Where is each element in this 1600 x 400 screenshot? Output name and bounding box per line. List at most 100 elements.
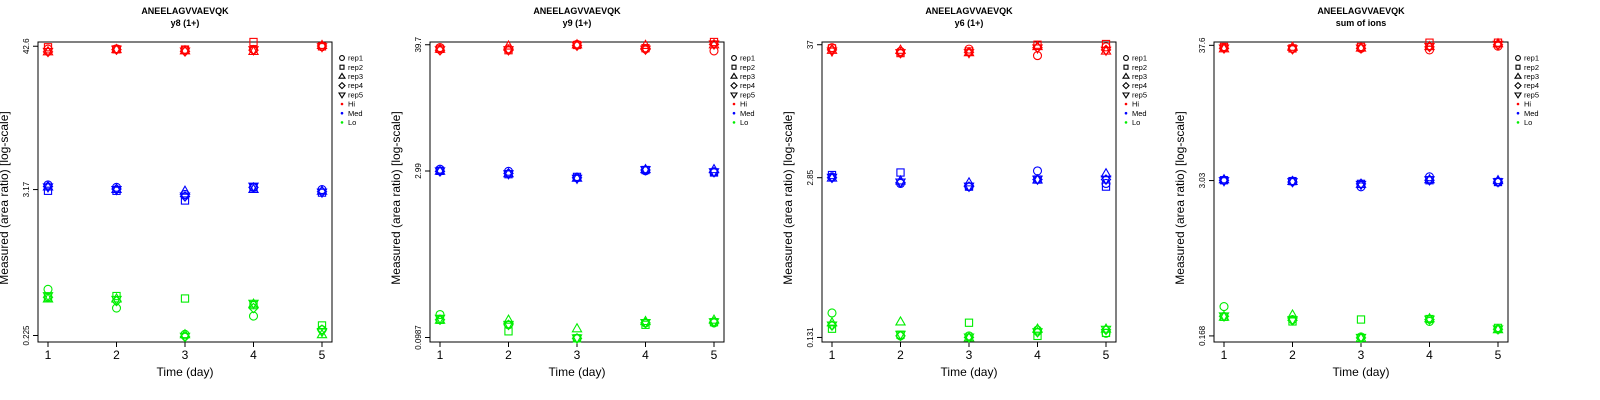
x-tick-label: 2 — [897, 348, 904, 362]
data-point — [1219, 302, 1229, 312]
data-point — [1355, 44, 1367, 55]
legend-label: Hi — [1132, 100, 1139, 109]
data-point — [1423, 315, 1436, 326]
data-point — [963, 176, 975, 187]
legend-label: Med — [740, 109, 755, 118]
legend-marker — [339, 55, 345, 61]
legend-label: rep1 — [1524, 54, 1539, 63]
legend-label: rep2 — [740, 63, 755, 72]
legend-label: Med — [348, 109, 363, 118]
x-tick-label: 4 — [250, 348, 257, 362]
legend-marker — [730, 92, 738, 99]
chart-subtitle: y9 (1+) — [563, 18, 592, 28]
data-point — [1218, 312, 1230, 323]
data-point — [571, 174, 583, 185]
legend-marker — [1515, 64, 1521, 70]
legend-marker — [1514, 81, 1522, 90]
x-tick-label: 4 — [642, 348, 649, 362]
data-point — [963, 333, 975, 344]
data-point — [43, 43, 53, 52]
data-point — [42, 292, 54, 302]
data-point — [826, 171, 838, 182]
legend-label: Lo — [348, 118, 356, 127]
legend-label: rep5 — [348, 90, 363, 99]
data-point — [1031, 173, 1044, 184]
legend-marker — [1123, 55, 1129, 61]
data-point — [1286, 178, 1299, 188]
data-point — [1100, 175, 1112, 186]
data-point — [110, 292, 123, 303]
legend-label: Lo — [1524, 118, 1532, 127]
data-point — [247, 46, 260, 56]
data-point — [316, 327, 328, 338]
x-tick-label: 5 — [319, 348, 326, 362]
legend-marker — [1123, 64, 1129, 70]
data-point — [1031, 328, 1044, 338]
data-point — [316, 39, 328, 50]
x-tick-label: 2 — [1289, 348, 1296, 362]
x-axis-label: Time (day) — [549, 365, 606, 379]
data-point — [1423, 173, 1436, 184]
y-tick-label: 0.168 — [1198, 325, 1207, 346]
data-point — [1100, 167, 1112, 178]
data-point — [827, 308, 837, 318]
data-point — [1032, 166, 1043, 176]
chart-subtitle: y6 (1+) — [955, 18, 984, 28]
legend-marker — [338, 92, 346, 99]
legend-marker — [1122, 81, 1130, 90]
legend-marker — [1516, 121, 1520, 124]
data-point — [110, 185, 123, 196]
data-point — [1355, 332, 1367, 342]
y-tick-label: 42.6 — [22, 38, 31, 54]
y-tick-label: 37.6 — [1198, 37, 1207, 53]
legend-marker — [732, 102, 736, 106]
legend-label: Lo — [1132, 118, 1140, 127]
data-point — [1031, 175, 1044, 186]
legend-marker — [340, 102, 344, 106]
legend-marker — [1122, 72, 1130, 79]
y-axis-label: Measured (area ratio) [log-scale] — [1173, 111, 1187, 284]
data-point — [179, 47, 191, 58]
data-point — [502, 39, 515, 50]
data-point — [708, 168, 720, 178]
legend-marker — [731, 55, 737, 61]
legend-label: Lo — [740, 118, 748, 127]
data-point — [1356, 315, 1366, 324]
data-point — [1492, 178, 1504, 188]
x-tick-label: 1 — [437, 348, 444, 362]
data-point — [502, 167, 515, 178]
x-axis-label: Time (day) — [941, 365, 998, 379]
data-point — [639, 166, 652, 176]
y-tick-label: 0.131 — [806, 327, 815, 348]
x-tick-label: 4 — [1426, 348, 1433, 362]
data-point — [1218, 173, 1230, 184]
data-point — [110, 183, 123, 193]
legend-label: Med — [1524, 109, 1539, 118]
data-point — [1492, 325, 1504, 336]
y-tick-label: 3.03 — [1198, 172, 1207, 188]
x-tick-label: 3 — [966, 348, 973, 362]
data-point — [247, 182, 260, 193]
data-point — [1425, 38, 1434, 47]
legend-marker — [732, 111, 736, 115]
legend-label: Hi — [348, 100, 355, 109]
data-point — [571, 172, 583, 182]
x-tick-label: 5 — [1103, 348, 1110, 362]
data-point — [639, 39, 652, 49]
data-point — [571, 41, 583, 52]
data-point — [1031, 44, 1044, 55]
legend-label: rep2 — [1524, 63, 1539, 72]
y-tick-label: 39.7 — [414, 36, 423, 52]
data-point — [247, 299, 260, 310]
legend-marker — [1514, 92, 1522, 99]
chart-panel-3: ANEELAGVVAEVQK y6 (1+) 0.131 2.85 37 1 2 3 4 5 Tim… — [781, 6, 1147, 379]
data-point — [1101, 328, 1111, 338]
chart-title: ANEELAGVVAEVQK — [533, 6, 621, 16]
y-axis-label: Measured (area ratio) [log-scale] — [781, 111, 795, 284]
data-point — [708, 38, 720, 49]
data-point — [894, 315, 907, 326]
legend-label: rep1 — [1132, 54, 1147, 63]
data-point — [963, 46, 975, 57]
data-point — [1100, 46, 1112, 57]
data-point — [639, 163, 652, 174]
